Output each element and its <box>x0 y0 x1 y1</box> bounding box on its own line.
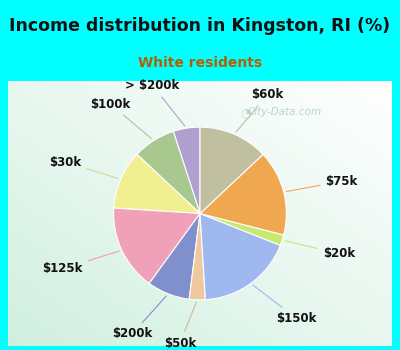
Text: ◔: ◔ <box>241 106 252 119</box>
Wedge shape <box>137 131 200 214</box>
Wedge shape <box>200 154 286 235</box>
Text: $150k: $150k <box>253 285 316 325</box>
Wedge shape <box>114 154 200 214</box>
Text: $125k: $125k <box>42 251 119 275</box>
Wedge shape <box>200 214 280 300</box>
Text: $75k: $75k <box>286 175 358 191</box>
Text: City-Data.com: City-Data.com <box>248 107 322 117</box>
Wedge shape <box>200 127 263 214</box>
Text: White residents: White residents <box>138 56 262 70</box>
Text: $200k: $200k <box>112 296 166 341</box>
Text: $100k: $100k <box>90 98 152 139</box>
Wedge shape <box>189 214 206 300</box>
Wedge shape <box>173 127 200 214</box>
Text: > $200k: > $200k <box>126 79 185 126</box>
Text: $60k: $60k <box>236 88 284 132</box>
Wedge shape <box>200 214 284 245</box>
Text: $30k: $30k <box>49 155 118 178</box>
Wedge shape <box>114 208 200 284</box>
Text: $50k: $50k <box>164 302 196 350</box>
Text: Income distribution in Kingston, RI (%): Income distribution in Kingston, RI (%) <box>10 17 390 35</box>
Wedge shape <box>149 214 200 299</box>
Text: $20k: $20k <box>285 241 355 260</box>
